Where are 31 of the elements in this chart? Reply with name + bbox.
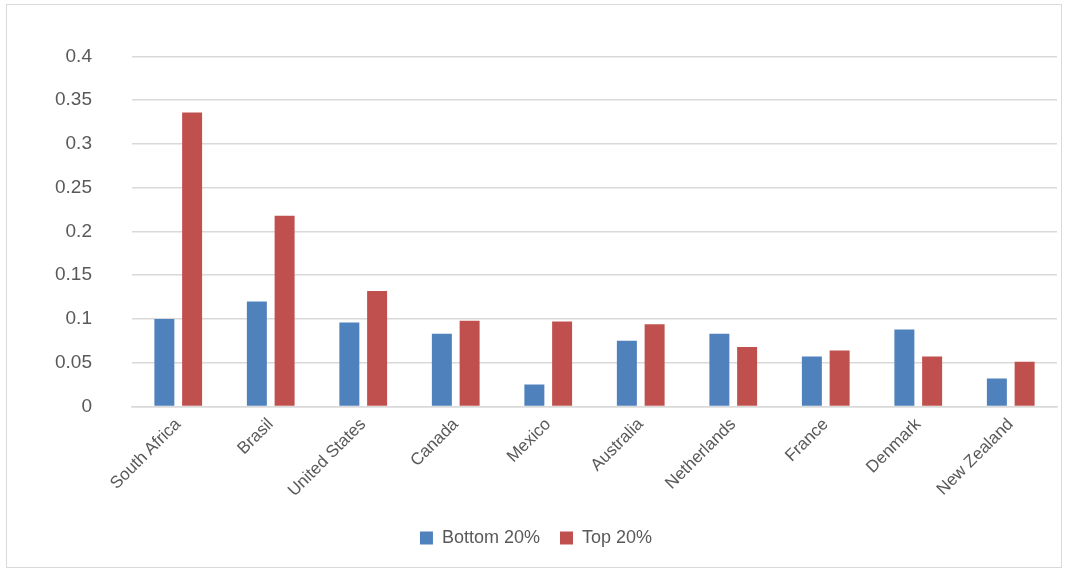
y-tick-label: 0.05	[55, 350, 92, 372]
y-tick-label: 0.15	[55, 263, 92, 285]
bar	[367, 290, 388, 406]
y-tick-label: 0.2	[65, 219, 92, 241]
bar	[524, 384, 545, 406]
bar	[894, 329, 915, 406]
bar	[616, 340, 637, 406]
y-tick-label: 0	[81, 394, 92, 416]
bar	[154, 318, 175, 406]
y-tick-label: 0.3	[65, 132, 92, 154]
bar	[644, 324, 665, 406]
bar	[182, 112, 203, 406]
bar	[274, 215, 295, 406]
bar	[1014, 361, 1035, 406]
bar	[246, 301, 267, 406]
bar	[737, 346, 758, 406]
bar	[922, 356, 943, 406]
y-tick-label: 0.25	[55, 175, 92, 197]
bar	[829, 350, 850, 406]
bar	[339, 322, 360, 406]
bar	[431, 333, 452, 406]
bar	[709, 333, 730, 406]
legend-label: Bottom 20%	[441, 526, 541, 547]
y-tick-label: 0.1	[65, 307, 92, 329]
bar	[986, 378, 1007, 406]
legend-label: Top 20%	[582, 526, 653, 547]
bar	[459, 320, 480, 406]
bar	[552, 321, 573, 406]
y-tick-label: 0.4	[65, 44, 93, 66]
bar	[801, 356, 822, 406]
y-tick-label: 0.35	[55, 88, 92, 110]
